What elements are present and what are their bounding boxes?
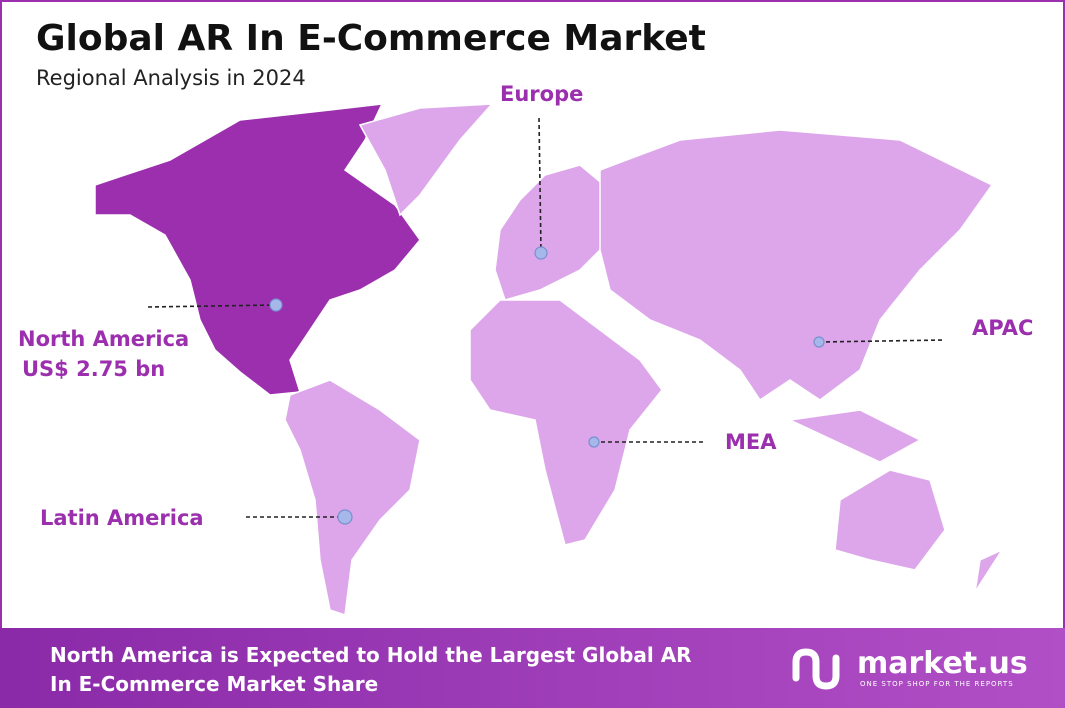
region-label: Latin America [40,506,204,530]
region-value: US$ 2.75 bn [22,357,165,381]
world-map [94,103,1005,617]
region-label: North America [18,327,189,351]
asia [599,129,994,402]
leader-line [538,117,542,254]
south-america [284,379,421,617]
subtitle: Regional Analysis in 2024 [36,66,306,90]
region-label: APAC [972,316,1033,340]
footer: North America is Expected to Hold the La… [0,628,1065,708]
footer-text: North America is Expected to Hold the La… [50,643,692,667]
southeast-asia [787,409,922,463]
new-zealand [974,548,1005,593]
logo-text: market.us [857,646,1028,681]
region-marker [534,246,548,260]
region-marker [269,298,283,312]
greenland [358,103,494,217]
footer-band [0,628,1065,708]
region-marker [588,436,600,448]
north-america [94,103,421,396]
africa [469,299,663,546]
leader-line [147,304,277,308]
logo-tagline: ONE STOP SHOP FOR THE REPORTS [860,680,1014,688]
callouts: North America US$ 2.75 bn Europe APAC ME… [18,82,1033,530]
logo-icon [792,648,840,690]
region-marker [813,336,825,348]
region-marker [337,509,353,525]
footer-text: In E-Commerce Market Share [50,672,378,696]
region-label: Europe [500,82,583,106]
australia [834,469,946,571]
region-label: MEA [725,430,777,454]
title: Global AR In E-Commerce Market [36,18,706,59]
leader-line [818,339,946,343]
